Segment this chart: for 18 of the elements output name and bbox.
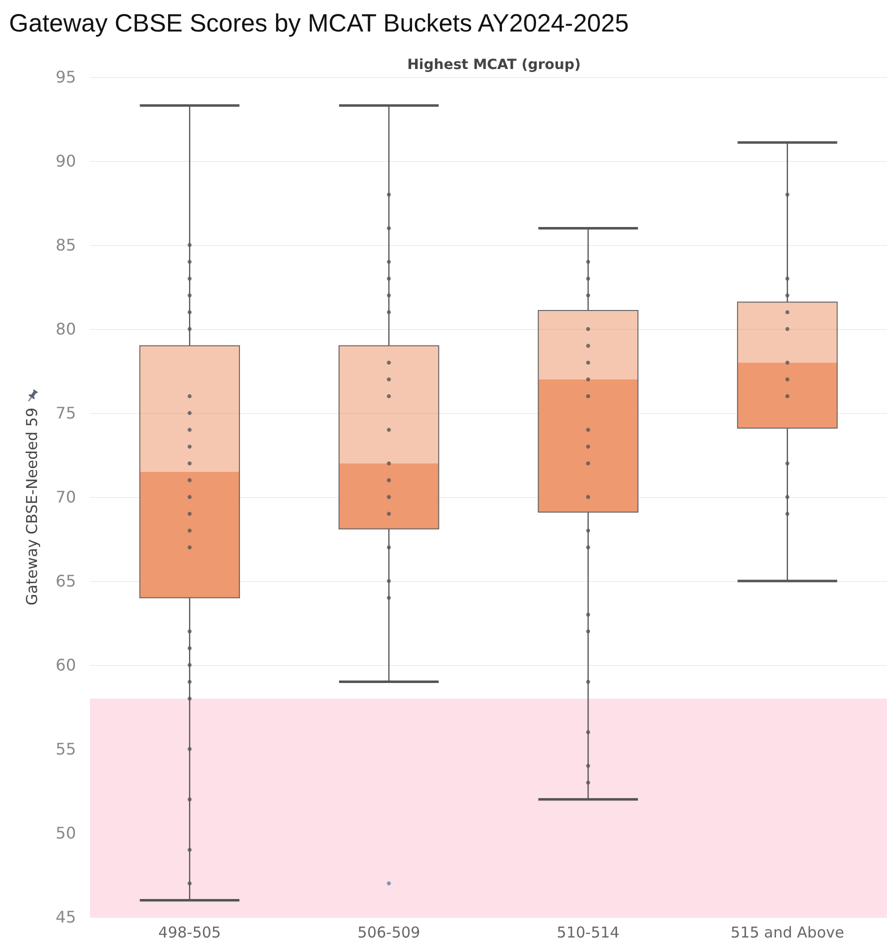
x-tick-label: 506-509 (358, 924, 420, 942)
y-tick-label: 95 (56, 68, 76, 86)
chart-title: Gateway CBSE Scores by MCAT Buckets AY2024-2025 (9, 10, 629, 38)
x-tick-label: 515 and Above (730, 924, 844, 942)
y-tick-label: 45 (56, 908, 76, 926)
y-tick-label: 65 (56, 572, 76, 590)
y-tick-label: 75 (56, 404, 76, 422)
x-tick-label: 510-514 (556, 924, 620, 942)
y-tick-label: 70 (56, 488, 76, 506)
y-tick-label: 60 (56, 656, 76, 674)
x-axis-title: Highest MCAT (group) (407, 57, 581, 73)
y-tick-label: 90 (56, 152, 76, 170)
y-tick-label: 80 (56, 320, 76, 338)
y-tick-label: 50 (56, 824, 76, 842)
y-axis-title: Gateway CBSE-Needed 59 (23, 408, 41, 606)
y-tick-label: 85 (56, 236, 76, 254)
y-tick-label: 55 (56, 740, 76, 758)
x-tick-label: 498-505 (158, 924, 221, 942)
